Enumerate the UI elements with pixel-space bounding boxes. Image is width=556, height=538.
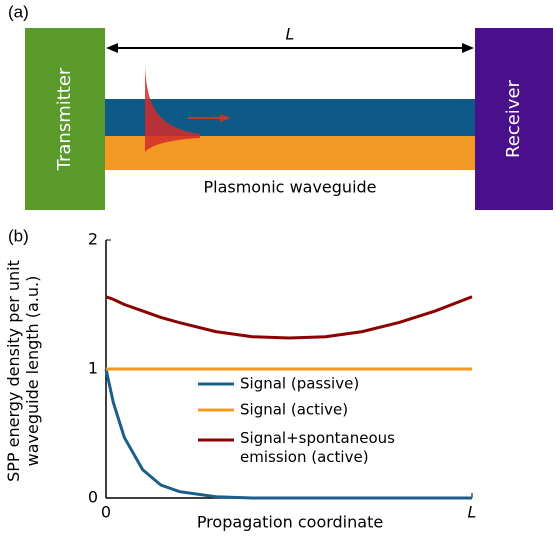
legend-label: Signal (active) bbox=[240, 401, 348, 419]
x-tick-label: 0 bbox=[101, 503, 111, 522]
panel-label: (b) bbox=[8, 226, 29, 245]
y-tick-label: 2 bbox=[88, 230, 98, 249]
legend-label: Signal+spontaneous emission (active) bbox=[240, 429, 440, 467]
receiver-label: Receiver bbox=[503, 79, 524, 157]
length-label: L bbox=[286, 25, 295, 44]
x-axis-label: Propagation coordinate bbox=[197, 513, 383, 532]
panel-label: (a) bbox=[8, 2, 29, 21]
y-axis-label: SPP energy density per unit waveguide le… bbox=[4, 246, 42, 496]
x-tick-label: L bbox=[468, 503, 477, 522]
y-tick-label: 1 bbox=[88, 359, 98, 378]
legend-label: Signal (passive) bbox=[240, 375, 359, 393]
transmitter-label: Transmitter bbox=[54, 67, 75, 171]
waveguide-label: Plasmonic waveguide bbox=[203, 178, 376, 197]
series-line bbox=[106, 297, 472, 338]
figure: (a) Transmitter Receiver L Plasmonic wav… bbox=[0, 0, 556, 538]
y-tick-label: 0 bbox=[88, 488, 98, 507]
